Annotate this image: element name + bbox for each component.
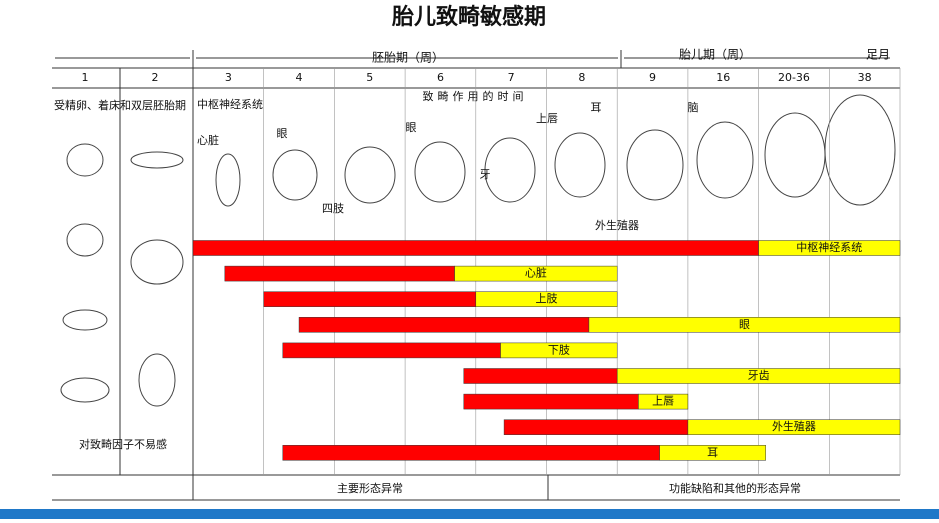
column-label: 1 bbox=[82, 71, 89, 84]
annotation: 脑 bbox=[688, 101, 699, 114]
red-bar bbox=[298, 317, 590, 333]
annotation: 耳 bbox=[591, 101, 602, 114]
column-label: 3 bbox=[225, 71, 232, 84]
header-fetal: 胎儿期（周） bbox=[679, 48, 751, 62]
column-label: 7 bbox=[508, 71, 515, 84]
yellow-bar bbox=[588, 317, 901, 333]
bar-label: 上唇 bbox=[652, 395, 674, 408]
bar-label: 外生殖器 bbox=[772, 419, 816, 433]
bar-label: 眼 bbox=[739, 318, 750, 331]
bar-label: 中枢神经系统 bbox=[796, 240, 862, 254]
illustrations bbox=[60, 94, 896, 407]
header-term: 足月 bbox=[866, 48, 890, 62]
timing-caption: 致畸作用的时间 bbox=[423, 89, 528, 103]
column-label: 6 bbox=[437, 71, 444, 84]
red-bar bbox=[463, 368, 618, 384]
annotation: 中枢神经系统 bbox=[197, 97, 263, 111]
annotation: 心脏 bbox=[197, 134, 219, 147]
column-label: 8 bbox=[578, 71, 585, 84]
bar-label: 牙齿 bbox=[748, 369, 770, 382]
annotation: 牙 bbox=[480, 168, 491, 181]
yellow-bar bbox=[475, 291, 618, 307]
bar-label: 上肢 bbox=[536, 291, 558, 305]
yellow-bar bbox=[500, 342, 618, 359]
column-label: 16 bbox=[716, 71, 730, 84]
column-label: 2 bbox=[152, 71, 159, 84]
yellow-bar bbox=[659, 445, 766, 461]
yellow-bar bbox=[638, 393, 689, 410]
left-bottom: 对致畸因子不易感 bbox=[79, 437, 167, 451]
bar-label: 心脏 bbox=[525, 267, 547, 280]
red-bar bbox=[263, 291, 477, 307]
yellow-bar bbox=[758, 240, 901, 256]
column-label: 5 bbox=[366, 71, 373, 84]
title: 胎儿致畸敏感期 bbox=[392, 4, 546, 30]
header-embryo: 胚胎期（周） bbox=[372, 51, 444, 65]
footer-major: 主要形态异常 bbox=[337, 482, 403, 495]
bar-label: 下肢 bbox=[548, 342, 570, 356]
yellow-bar bbox=[454, 265, 618, 282]
column-label: 20-36 bbox=[778, 71, 810, 84]
footer-minor: 功能缺陷和其他的形态异常 bbox=[669, 481, 801, 495]
annotation: 外生殖器 bbox=[595, 218, 639, 232]
column-label: 38 bbox=[858, 71, 872, 84]
column-label: 4 bbox=[296, 71, 303, 84]
annotation: 上唇 bbox=[536, 112, 558, 125]
red-bar bbox=[192, 240, 759, 256]
red-bar bbox=[503, 419, 689, 435]
bottom-band bbox=[0, 509, 939, 519]
annotation: 眼 bbox=[406, 121, 417, 134]
red-bar bbox=[224, 265, 455, 282]
yellow-bar bbox=[687, 419, 901, 435]
column-label: 9 bbox=[649, 71, 656, 84]
left-top: 受精卵、着床和双层胚胎期 bbox=[54, 98, 186, 112]
red-bar bbox=[463, 393, 639, 410]
yellow-bar bbox=[616, 368, 901, 384]
red-bar bbox=[282, 445, 660, 461]
red-bar bbox=[282, 342, 501, 359]
annotation: 四肢 bbox=[322, 201, 344, 215]
annotation: 眼 bbox=[277, 127, 288, 140]
bar-label: 耳 bbox=[707, 446, 718, 459]
